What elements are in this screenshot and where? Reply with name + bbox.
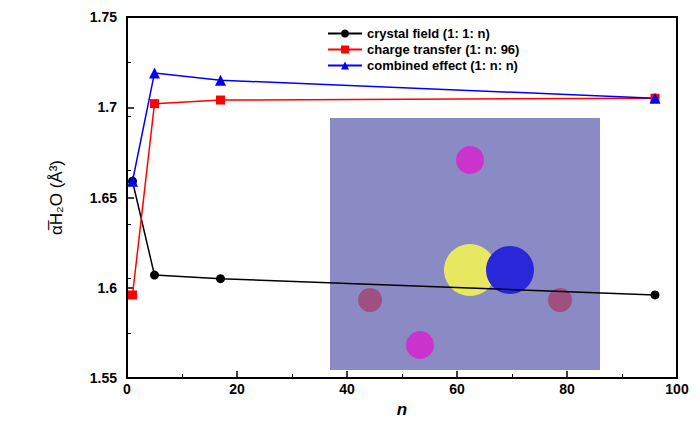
svg-text:charge transfer (1: n: 96): charge transfer (1: n: 96) bbox=[367, 42, 519, 57]
svg-text:100: 100 bbox=[665, 381, 689, 397]
svg-text:1.7: 1.7 bbox=[98, 99, 118, 115]
svg-text:crystal field (1: 1: n): crystal field (1: 1: n) bbox=[367, 26, 490, 41]
svg-text:1.6: 1.6 bbox=[98, 280, 118, 296]
svg-text:60: 60 bbox=[449, 381, 465, 397]
svg-text:20: 20 bbox=[229, 381, 245, 397]
svg-text:40: 40 bbox=[339, 381, 355, 397]
svg-text:combined effect (1: n: n): combined effect (1: n: n) bbox=[367, 58, 518, 73]
svg-text:80: 80 bbox=[559, 381, 575, 397]
svg-text:1.55: 1.55 bbox=[90, 370, 117, 386]
svg-text:α̅H₂O (Å³): α̅H₂O (Å³) bbox=[47, 160, 66, 235]
svg-text:1.75: 1.75 bbox=[90, 9, 117, 25]
svg-text:n: n bbox=[397, 400, 407, 419]
svg-text:1.65: 1.65 bbox=[90, 190, 117, 206]
svg-text:0: 0 bbox=[123, 381, 131, 397]
